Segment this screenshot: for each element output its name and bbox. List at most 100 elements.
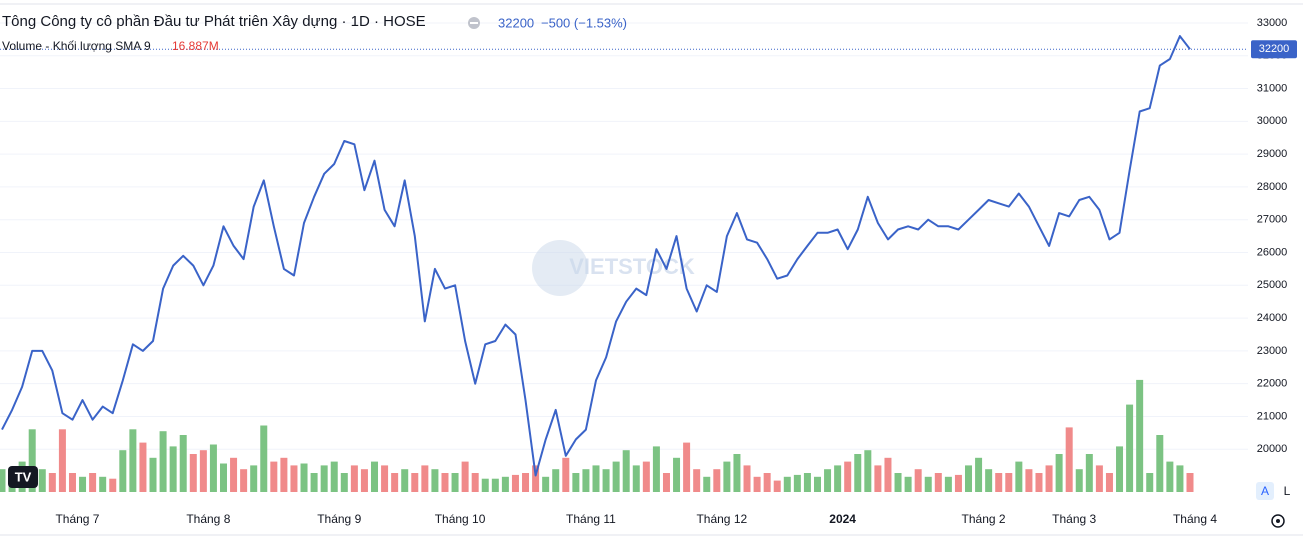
x-tick-label: Tháng 11 <box>566 512 616 526</box>
volume-label: Volume - Khối lượng SMA 9 <box>2 39 151 53</box>
volume-bar <box>542 476 550 492</box>
volume-bar <box>199 450 207 492</box>
volume-bar <box>904 476 912 492</box>
volume-bar <box>854 454 862 492</box>
volume-bar <box>985 469 993 492</box>
volume-bar <box>381 465 389 492</box>
volume-bar <box>461 461 469 492</box>
volume-bar <box>965 465 973 492</box>
volume-bar <box>894 473 902 492</box>
volume-bar <box>673 457 681 492</box>
volume-bar <box>602 469 610 492</box>
volume-bar <box>401 469 409 492</box>
volume-bar <box>1126 404 1134 492</box>
volume-bar <box>99 476 107 492</box>
volume-bar <box>723 461 731 492</box>
volume-bar <box>491 478 499 492</box>
volume-bar <box>532 465 540 492</box>
tv-logo[interactable] <box>8 466 38 488</box>
y-tick-label: 29000 <box>1257 148 1288 160</box>
volume-bar <box>1136 379 1144 492</box>
volume-bar <box>219 463 227 492</box>
volume-bar <box>753 476 761 492</box>
volume-bar <box>360 469 368 492</box>
volume-bar <box>572 473 580 492</box>
volume-bar <box>652 446 660 492</box>
volume-bar <box>320 465 328 492</box>
settings-button[interactable] <box>1271 514 1285 528</box>
volume-bar <box>149 457 157 492</box>
volume-bar <box>1005 473 1013 492</box>
volume-bar <box>421 465 429 492</box>
volume-bar <box>793 474 801 492</box>
volume-bar <box>884 457 892 492</box>
x-tick-label: 2024 <box>829 512 856 526</box>
volume-bar <box>189 454 197 492</box>
volume-bar <box>38 469 46 492</box>
volume-bar <box>783 476 791 492</box>
volume-bar <box>914 469 922 492</box>
watermark-logo <box>532 240 588 296</box>
volume-bar <box>48 473 56 492</box>
volume-bar <box>824 469 832 492</box>
y-tick-label: 22000 <box>1257 378 1288 390</box>
watermark: VIETSTOCK <box>569 254 695 279</box>
tv-logo-text: TV <box>15 469 32 484</box>
auto-scale-text: A <box>1261 484 1269 498</box>
volume-bar <box>270 461 278 492</box>
volume-bar <box>290 465 298 492</box>
y-tick-label: 24000 <box>1257 312 1288 324</box>
volume-bar <box>300 463 308 492</box>
volume-bar <box>431 469 439 492</box>
log-scale-button[interactable]: L <box>1284 484 1291 498</box>
volume-bar <box>169 446 177 492</box>
volume-bar <box>743 465 751 492</box>
volume-bar <box>944 476 952 492</box>
volume-bar <box>1055 454 1063 492</box>
volume-bar <box>139 442 147 492</box>
volume-bar <box>391 473 399 492</box>
volume-bar <box>119 450 127 492</box>
y-tick-label: 27000 <box>1257 214 1288 226</box>
status-dash <box>470 22 478 24</box>
volume-bar <box>109 478 117 492</box>
volume-bar <box>310 473 318 492</box>
price-change: −500 (−1.53%) <box>541 15 627 30</box>
volume-bar <box>874 465 882 492</box>
volume-bar <box>773 480 781 492</box>
x-tick-label: Tháng 12 <box>696 512 747 526</box>
x-tick-label: Tháng 2 <box>962 512 1006 526</box>
volume-bar <box>1035 473 1043 492</box>
volume-sma: 16.887M <box>172 39 219 53</box>
volume-bar <box>1015 461 1023 492</box>
volume-bar <box>1045 465 1053 492</box>
x-tick-label: Tháng 3 <box>1052 512 1096 526</box>
volume-bar <box>340 473 348 492</box>
volume-bar <box>1156 435 1164 492</box>
volume-bar <box>481 478 489 492</box>
volume-bar <box>371 461 379 492</box>
volume-bar <box>411 473 419 492</box>
x-tick-label: Tháng 7 <box>55 512 99 526</box>
volume-bar <box>1146 473 1154 492</box>
volume-bar <box>763 473 771 492</box>
volume-bar <box>934 473 942 492</box>
volume-bar <box>844 461 852 492</box>
y-tick-label: 21000 <box>1257 410 1288 422</box>
volume-bar <box>209 444 217 492</box>
volume-bar <box>1186 473 1194 492</box>
volume-bar <box>1105 473 1113 492</box>
y-tick-label: 31000 <box>1257 82 1288 94</box>
volume-bar <box>1075 469 1083 492</box>
volume-bar <box>451 473 459 492</box>
volume-bar <box>28 429 36 492</box>
volume-bar <box>662 473 670 492</box>
auto-scale-button[interactable] <box>1256 482 1274 500</box>
volume-bar <box>1116 446 1124 492</box>
volume-bar <box>693 469 701 492</box>
volume-bar <box>813 476 821 492</box>
volume-bar <box>330 461 338 492</box>
y-tick-label: 28000 <box>1257 181 1288 193</box>
volume-bar <box>954 474 962 492</box>
